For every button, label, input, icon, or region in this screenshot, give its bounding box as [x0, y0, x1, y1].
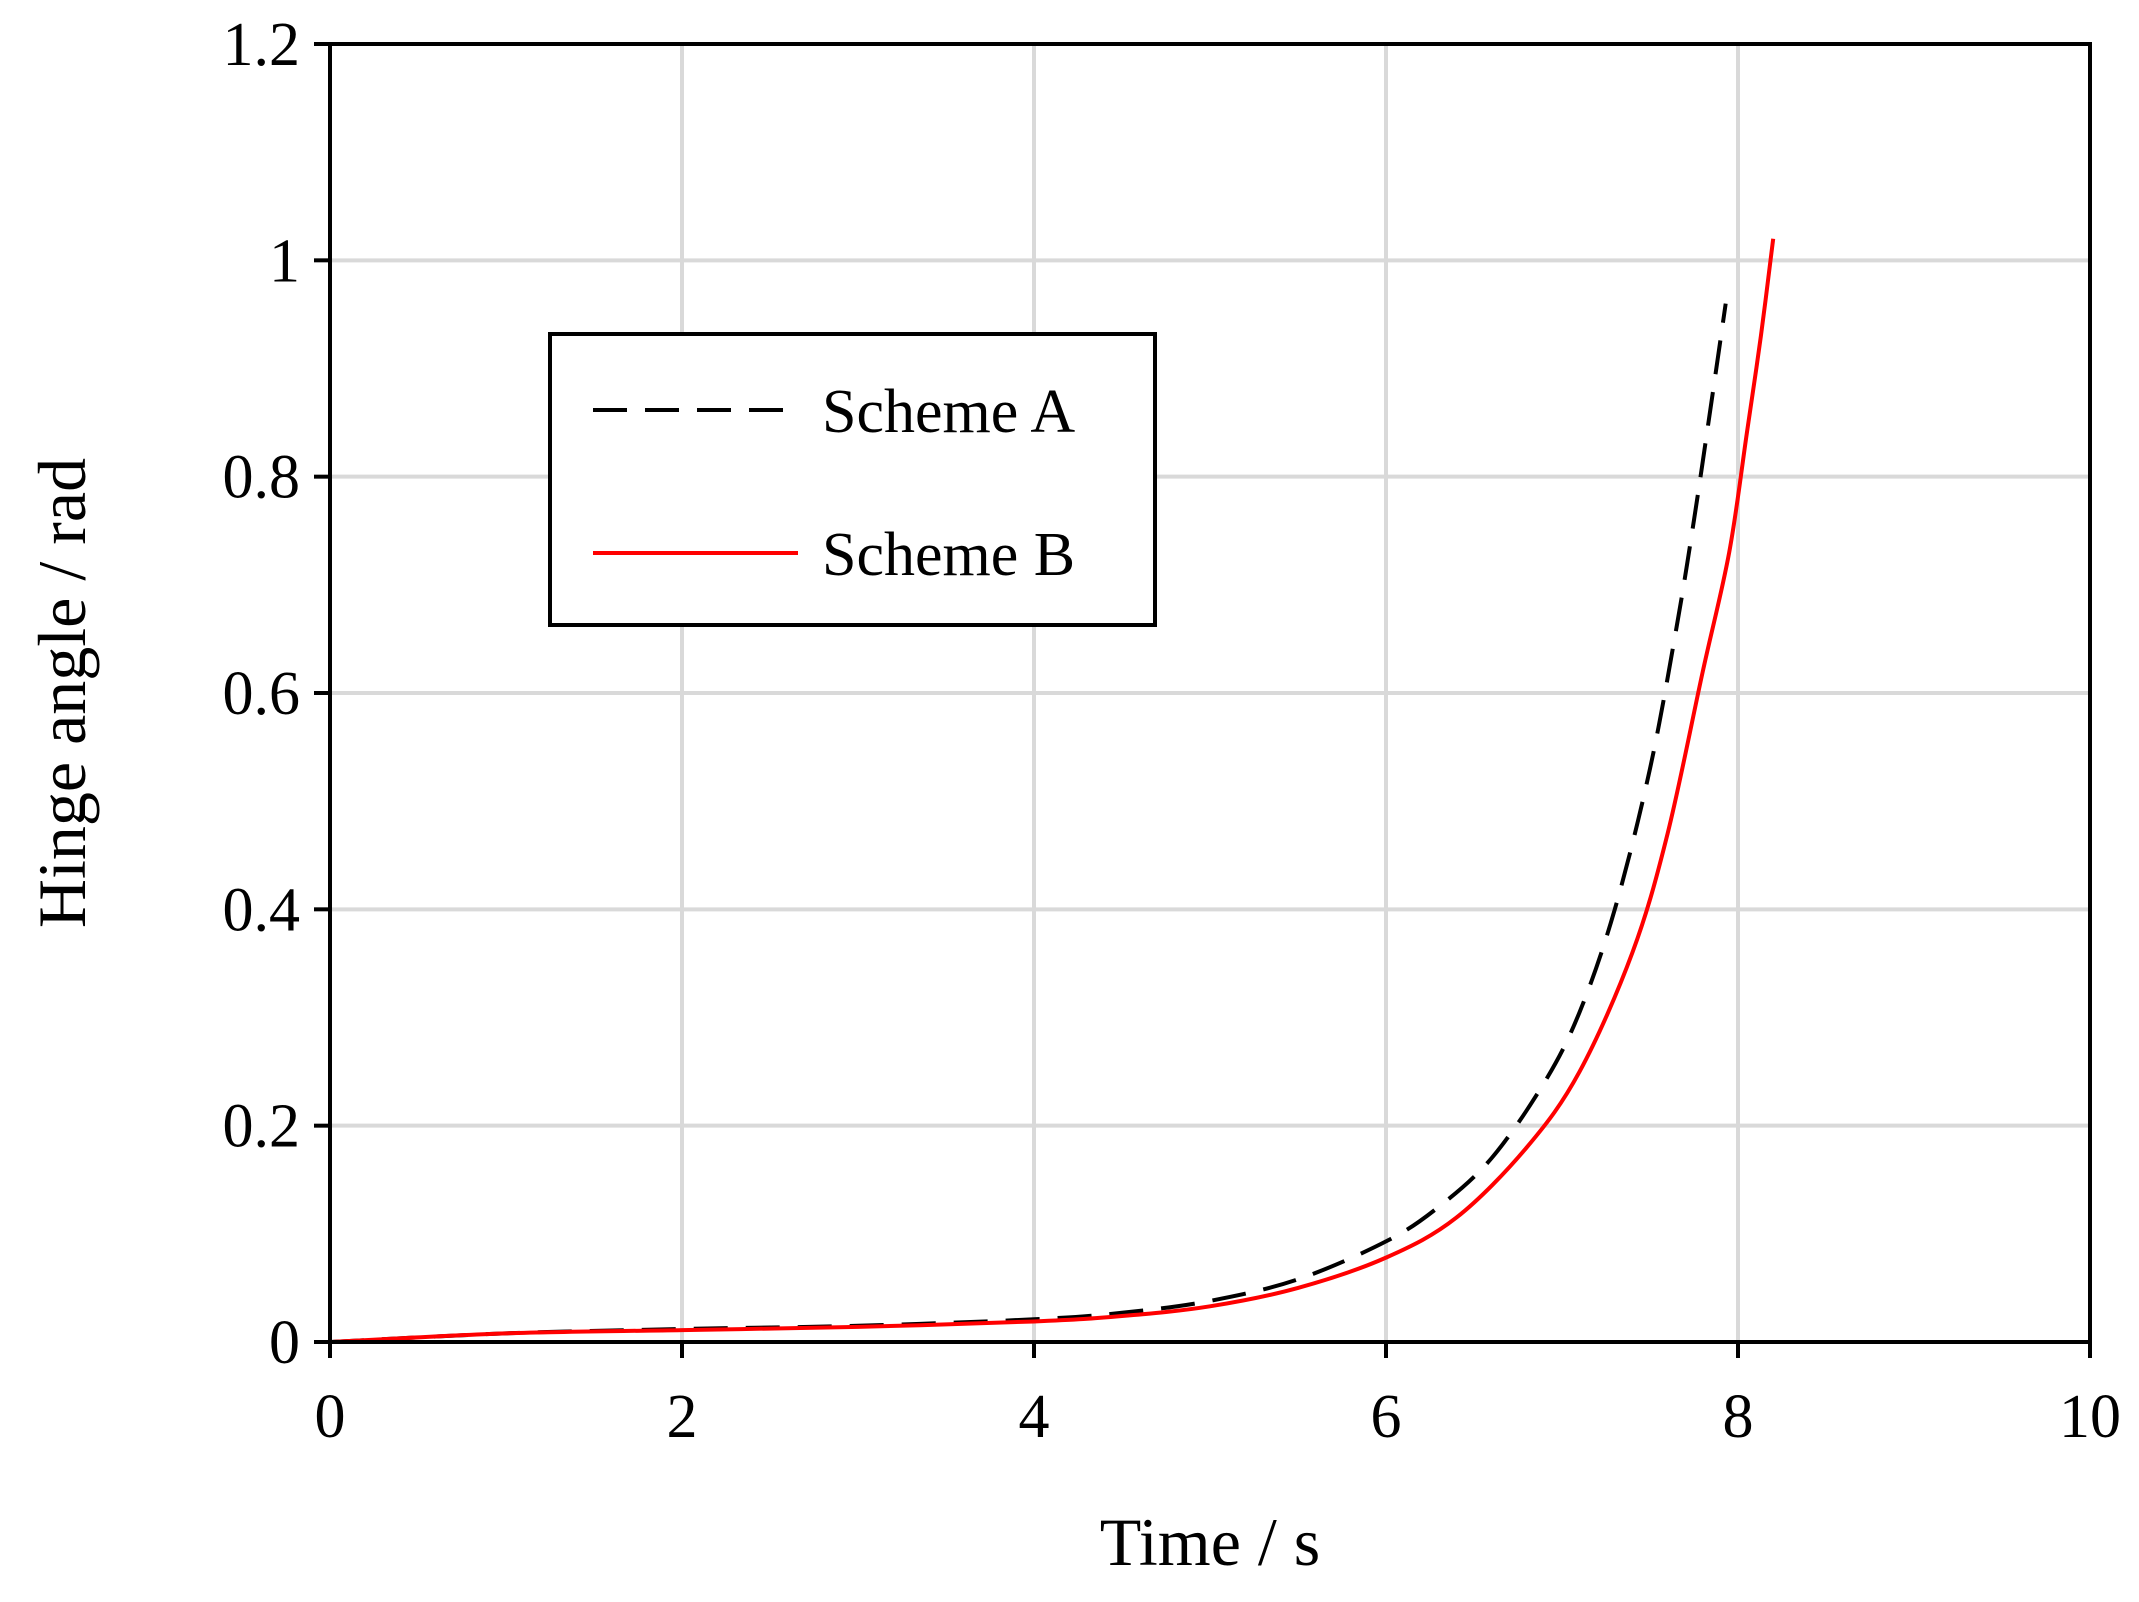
y-axis-tick-labels: 0 0.2 0.4 0.6 0.8 1 1.2	[223, 11, 301, 1377]
series-line-scheme-b	[329, 238, 1776, 1344]
y-tick-label: 0.4	[223, 876, 301, 944]
legend-label-scheme-a: Scheme A	[822, 378, 1075, 446]
y-tick-label: 1	[269, 227, 300, 295]
x-tick-label: 6	[1371, 1383, 1402, 1451]
x-tick-label: 8	[1723, 1383, 1754, 1451]
x-tick-label: 10	[2059, 1383, 2121, 1451]
legend-box	[548, 332, 1157, 627]
y-tick-label: 0	[269, 1309, 300, 1377]
y-tick-label: 0.6	[223, 660, 301, 728]
grid-lines	[330, 44, 2090, 1342]
y-axis-title: Hinge angle / rad	[24, 458, 100, 928]
axis-ticks	[314, 42, 2092, 1358]
y-tick-label: 0.8	[223, 444, 301, 512]
y-tick-label: 0.2	[223, 1093, 301, 1161]
legend-label-scheme-b: Scheme B	[822, 521, 1075, 589]
x-tick-label: 4	[1019, 1383, 1050, 1451]
x-tick-label: 2	[667, 1383, 698, 1451]
series-layer	[329, 238, 1776, 1344]
x-tick-label: 0	[315, 1383, 346, 1451]
x-axis-title: Time / s	[1100, 1504, 1320, 1580]
legend: Scheme A Scheme B	[548, 332, 1157, 627]
x-axis-tick-labels: 0 2 4 6 8 10	[315, 1383, 2122, 1451]
y-tick-label: 1.2	[223, 11, 301, 79]
